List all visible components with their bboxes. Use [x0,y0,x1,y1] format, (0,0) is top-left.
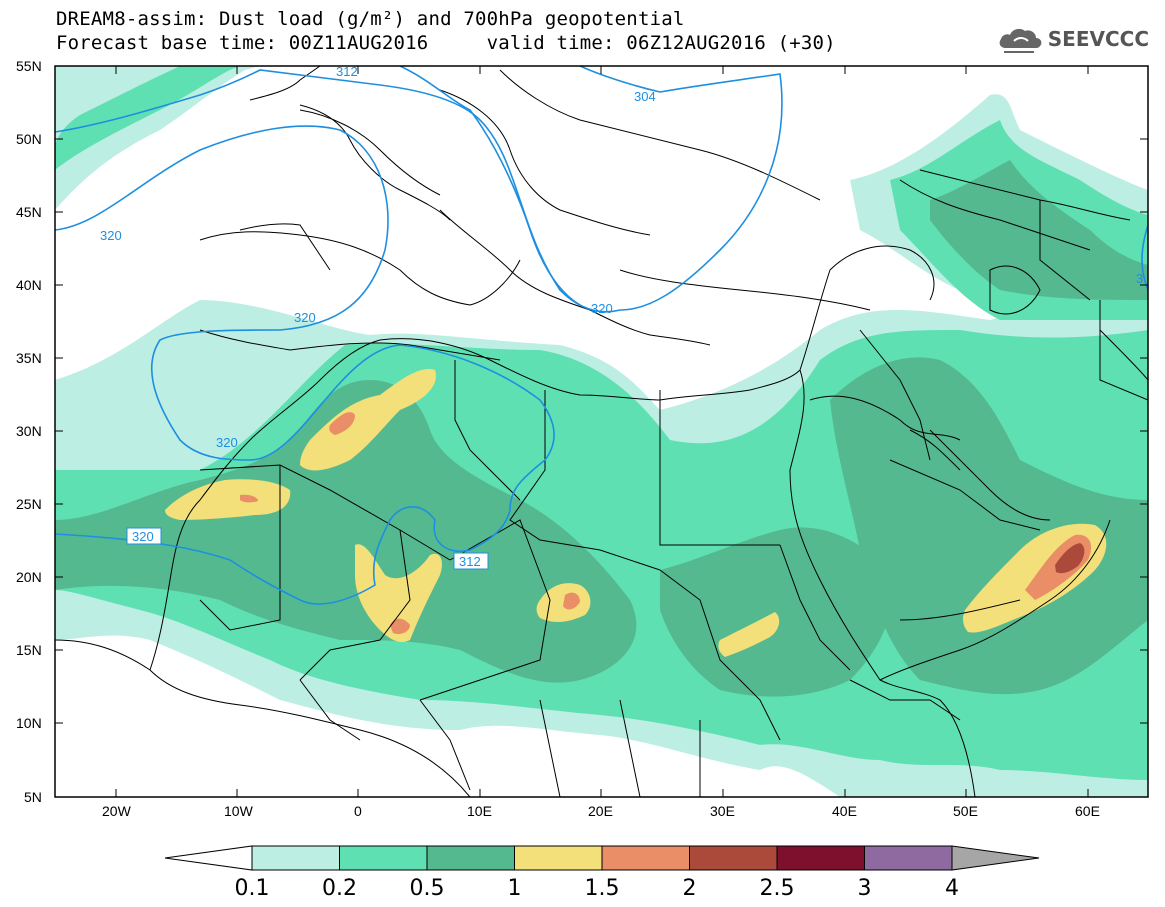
colorbar: 0.1 0.2 0.5 1 1.5 2 2.5 3 4 [164,845,1040,901]
lat-label: 30N [16,423,42,439]
colorbar-cell [601,845,690,871]
lon-label: 40E [832,803,857,819]
lon-label: 60E [1075,803,1100,819]
colorbar-cell [251,845,340,871]
colorbar-under-triangle [164,845,253,871]
lat-label: 50N [16,131,42,147]
lat-label: 55N [16,58,42,74]
colorbar-cell [864,845,953,871]
contour-320-east [1141,224,1148,291]
contour-label: 320 [216,435,238,450]
colorbar-tick-label: 3 [858,876,872,901]
latitude-axis [55,65,1148,798]
longitude-labels: 20W 10W 0 10E 20E 30E 40E 50E 60E [102,803,1100,819]
dust-level-2 [1055,543,1085,574]
dust-area-mali-yellow [355,544,442,642]
contour-label: 312 [336,64,358,79]
lat-label: 25N [16,496,42,512]
lat-label: 10N [16,715,42,731]
lat-label: 35N [16,350,42,366]
dust-area-wsahara-yellow [165,479,291,520]
map-title: DREAM8-assim: Dust load (g/m²) and 700hP… [56,8,685,30]
contour-label-group: 312 304 320 320 320 320 312 320 3 [100,64,1143,570]
dust-fields [55,66,1148,797]
dust-area-chad-yellow [536,583,591,622]
colorbar-labels: 0.1 0.2 0.5 1 1.5 2 2.5 3 4 [235,876,960,901]
longitude-axis [115,66,1089,797]
colorbar-cell [514,845,603,871]
colorbar-tick-label: 1 [508,876,522,901]
contour-label: 320 [294,310,316,325]
country-borders [199,69,1148,797]
dust-area-mali-orange [390,618,410,635]
latitude-labels: 55N 50N 45N 40N 35N 30N 25N 20N 15N 10N … [16,58,42,805]
colorbar-tick-label: 2 [683,876,697,901]
colorbar-cells [251,845,953,871]
lon-label: 30E [710,803,735,819]
dust-area-chad-orange [563,592,580,610]
colorbar-cell [776,845,865,871]
contour-320-sahara [55,344,555,605]
lat-label: 5N [24,789,42,805]
lon-label: 10E [467,803,492,819]
contour-label: 304 [634,89,656,104]
cloud-logo-icon [999,28,1042,53]
dust-area-morocco-orange [329,412,355,435]
colorbar-tick-label: 0.1 [235,876,270,901]
dust-area-wsahara-orange [240,494,258,503]
lat-label: 20N [16,569,42,585]
lon-label: 10W [224,803,254,819]
contour-label: 320 [591,301,613,316]
lon-label: 0 [354,803,362,819]
contour-label: 320 [100,228,122,243]
colorbar-tick-label: 0.5 [410,876,445,901]
lon-label: 20E [588,803,613,819]
colorbar-cell [339,845,428,871]
colorbar-tick-label: 2.5 [760,876,795,901]
contour-label: 312 [459,554,481,569]
colorbar-cell [426,845,515,871]
brand-logo: SEEVCCC [996,24,1149,54]
colorbar-cell [689,845,778,871]
contour-label: 3 [1136,271,1143,286]
dust-area-morocco-yellow [300,369,436,471]
colorbar-tick-label: 1.5 [585,876,620,901]
brand-text: SEEVCCC [1047,27,1149,51]
lat-label: 45N [16,204,42,220]
lon-label: 20W [102,803,132,819]
colorbar-tick-label: 4 [945,876,959,901]
lat-label: 40N [16,277,42,293]
dust-area-caspian-dark [930,160,1148,300]
colorbar-tick-label: 0.2 [322,876,357,901]
contour-304-north [579,66,783,311]
dust-area-arabia-dark [830,357,1148,695]
dust-area-west-africa-dark [55,380,637,683]
lat-label: 15N [16,642,42,658]
forecast-time-line: Forecast base time: 00Z11AUG2016 valid t… [56,32,836,54]
dust-area-oman-core [1055,543,1085,574]
dust-area-northatlantic-green [55,66,240,170]
dust-area-sudan-yellow [718,612,780,657]
geopotential-contours [55,66,1148,605]
lon-label: 50E [953,803,978,819]
contour-label: 320 [132,529,154,544]
contour-320-north [55,125,389,461]
colorbar-over-triangle [951,845,1040,871]
coastlines [55,66,1148,797]
contour-312-west [399,66,581,306]
